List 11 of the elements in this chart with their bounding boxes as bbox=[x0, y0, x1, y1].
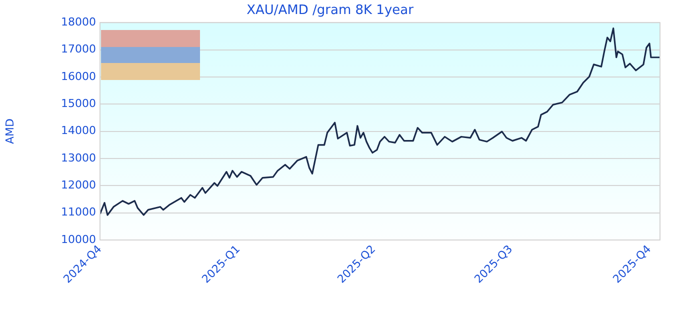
y-tick-label: 13000 bbox=[61, 151, 96, 164]
y-tick-label: 10000 bbox=[61, 232, 96, 246]
y-tick-label: 18000 bbox=[61, 15, 96, 28]
y-tick-label: 16000 bbox=[61, 70, 96, 83]
y-tick-label: 15000 bbox=[61, 96, 96, 110]
y-tick-label: 12000 bbox=[61, 178, 96, 192]
y-axis-title: AMD bbox=[3, 118, 16, 144]
y-tick-label: 17000 bbox=[61, 42, 96, 56]
chart-title: XAU/AMD /gram 8K 1year bbox=[246, 3, 414, 18]
y-tick-label: 14000 bbox=[61, 124, 96, 138]
y-tick-label: 11000 bbox=[61, 206, 96, 219]
